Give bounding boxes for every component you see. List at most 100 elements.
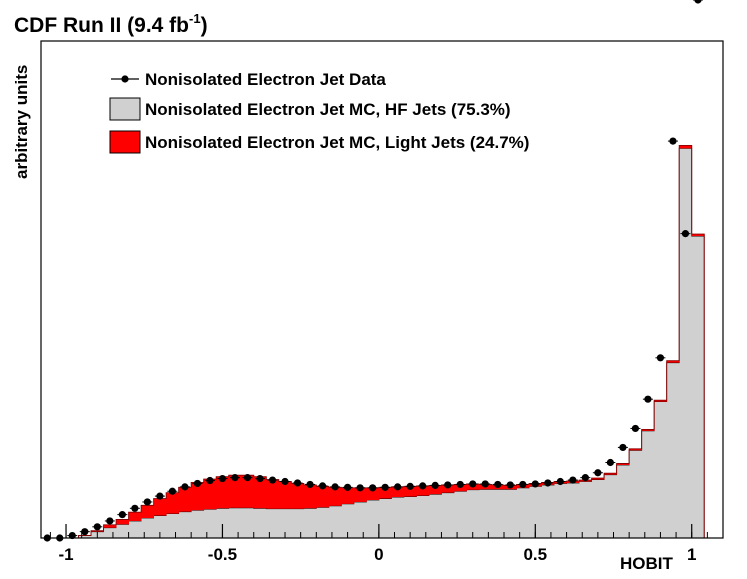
data-point: [143, 498, 151, 506]
hf-bar: [504, 489, 517, 538]
hf-bar: [541, 484, 555, 538]
total-outline: [41, 145, 717, 539]
light-bar: [616, 463, 630, 465]
hf-bar: [291, 508, 305, 538]
data-point: [681, 230, 690, 238]
legend-label-light: Nonisolated Electron Jet MC, Light Jets …: [145, 133, 529, 152]
hf-bar: [453, 491, 467, 538]
legend-label-hf: Nonisolated Electron Jet MC, HF Jets (75…: [145, 100, 511, 119]
light-bar: [428, 485, 442, 495]
hf-bar: [529, 486, 542, 538]
light-bar: [391, 486, 405, 498]
light-bar: [366, 487, 380, 501]
hf-bar: [604, 474, 618, 538]
light-bar: [604, 473, 618, 475]
light-bar: [191, 482, 205, 511]
data-point: [619, 443, 627, 452]
light-bar: [128, 512, 142, 521]
hf-bar: [554, 483, 567, 538]
hf-bar: [366, 500, 380, 538]
data-point: [81, 528, 89, 536]
hf-bar: [278, 508, 292, 538]
hf-bar: [178, 511, 192, 538]
data-point: [606, 458, 614, 467]
light-bar: [378, 487, 392, 499]
hf-bar: [153, 515, 167, 538]
light-bar: [116, 519, 129, 525]
hf-bar: [691, 236, 705, 538]
light-bar: [103, 524, 117, 528]
x-tick-label: -0.5: [208, 545, 237, 564]
hf-bar: [216, 508, 230, 538]
data-point: [506, 481, 514, 489]
data-point: [694, 0, 702, 4]
data-point: [531, 480, 539, 488]
hf-bar: [78, 535, 92, 538]
hf-bar: [253, 508, 267, 538]
hf-bar: [328, 505, 342, 538]
light-bar: [353, 487, 367, 502]
hf-bar: [591, 479, 605, 538]
data-point: [556, 477, 564, 486]
data-point: [594, 469, 602, 477]
data-point: [519, 480, 527, 489]
light-bar: [178, 487, 192, 512]
light-bar: [216, 476, 230, 509]
light-bar: [441, 484, 455, 493]
data-point: [68, 531, 76, 540]
data-point: [231, 474, 239, 482]
hf-bar: [316, 507, 330, 538]
data-point: [381, 483, 389, 491]
data-point: [581, 474, 589, 482]
hf-bar: [441, 492, 455, 538]
hf-bar: [641, 430, 655, 538]
data-point: [281, 477, 289, 486]
hf-bar: [666, 362, 680, 538]
data-point: [656, 354, 665, 362]
x-axis-label: HOBIT: [620, 554, 674, 573]
data-point: [369, 484, 377, 492]
data-point: [331, 483, 339, 491]
data-point: [544, 479, 552, 487]
light-bar: [153, 498, 167, 516]
data-point: [181, 483, 189, 491]
legend-hf-swatch: [109, 97, 141, 121]
hf-bar: [341, 503, 355, 538]
hf-bar: [478, 489, 492, 538]
light-bar: [416, 485, 430, 496]
light-bar: [241, 475, 255, 508]
light-bar: [91, 530, 104, 532]
data-point: [644, 395, 652, 403]
data-point: [481, 480, 489, 488]
hf-bar: [103, 527, 117, 538]
light-bar: [266, 479, 280, 509]
hf-bar: [303, 508, 317, 538]
x-tick-label: 0.5: [523, 545, 547, 564]
data-point: [469, 480, 477, 488]
data-point: [118, 511, 126, 519]
legend-data-marker: [121, 75, 129, 83]
hf-bar: [228, 507, 242, 538]
hf-bar: [654, 401, 668, 538]
light-bar: [278, 481, 292, 509]
light-bar: [591, 478, 605, 480]
data-point: [218, 474, 227, 483]
data-point: [419, 482, 427, 490]
hf-bar: [466, 489, 480, 538]
hf-bar: [353, 501, 367, 538]
hf-bar: [616, 464, 630, 538]
light-bar: [228, 475, 242, 508]
legend: Nonisolated Electron Jet Data Nonisolate…: [109, 70, 529, 154]
plot-frame: [40, 40, 724, 539]
light-bar: [316, 486, 330, 508]
data-point: [243, 474, 252, 482]
hf-bar: [391, 497, 405, 538]
data-point: [406, 482, 414, 490]
data-point: [306, 480, 314, 489]
hf-bar: [166, 513, 180, 538]
hf-bar: [491, 489, 505, 538]
hf-bar: [566, 482, 580, 538]
light-bar: [328, 487, 342, 506]
hf-bar: [679, 148, 693, 538]
